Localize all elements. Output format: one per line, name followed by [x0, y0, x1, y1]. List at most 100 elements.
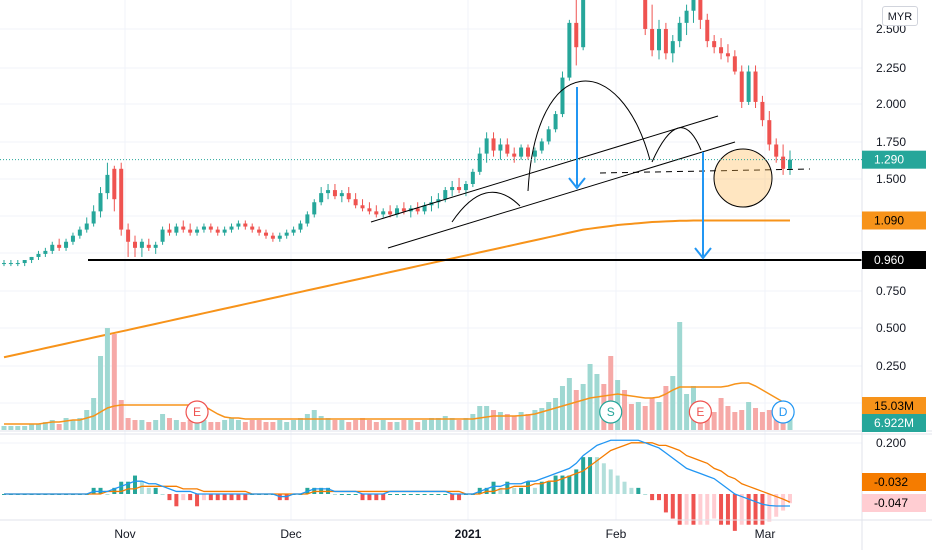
macd-histogram-bar	[360, 494, 365, 501]
volume-bar	[29, 424, 35, 430]
volume-value-label-bg	[862, 397, 926, 415]
candle-body	[643, 0, 648, 29]
volume-bar	[125, 418, 131, 430]
candle-body	[332, 190, 337, 197]
candle-body	[663, 28, 668, 54]
volume-bar	[594, 374, 600, 430]
candle-body	[57, 244, 62, 248]
candle-body	[346, 193, 351, 200]
volume-bar	[373, 422, 379, 430]
candle-body	[270, 235, 275, 239]
candle-body	[739, 71, 744, 102]
candle-body	[195, 229, 200, 233]
candle-body	[746, 71, 751, 102]
candle-body	[767, 120, 772, 145]
volume-bar	[587, 364, 593, 430]
macd-histogram-bar	[581, 457, 586, 494]
volume-value-label: 15.03M	[874, 399, 914, 413]
time-axis-tick-label: Nov	[114, 527, 135, 541]
event-marker-circle	[185, 400, 209, 424]
macd-histogram-bar	[594, 457, 599, 494]
volume-bar	[215, 422, 221, 430]
candle-body	[29, 256, 34, 260]
cup-arc	[527, 80, 651, 192]
macd-histogram-bar	[539, 481, 544, 494]
volume-bar	[49, 420, 55, 430]
macd-histogram-bar	[622, 481, 627, 494]
candle-body	[284, 232, 289, 236]
macd-histogram-bar	[532, 487, 537, 494]
price-label-bg	[862, 211, 926, 230]
volume-bar	[635, 402, 641, 430]
candle-body	[174, 226, 179, 233]
macd-histogram-bar	[588, 457, 593, 494]
candle-body	[539, 141, 544, 151]
candle-body	[705, 19, 710, 42]
candle-body	[22, 260, 27, 264]
volume-bar	[449, 418, 455, 430]
macd-histogram-bar	[774, 494, 779, 517]
candle-body	[436, 199, 441, 203]
candle-body	[691, 0, 696, 11]
candle-body	[781, 156, 786, 169]
volume-bar	[194, 422, 200, 430]
currency-badge[interactable]: MYR	[882, 6, 918, 26]
macd-histogram-bar	[367, 494, 372, 501]
breakout-level-dashed	[599, 168, 811, 174]
candle-body	[8, 263, 13, 265]
macd-line	[4, 439, 790, 507]
macd-histogram-bar	[153, 487, 158, 494]
macd-histogram-bar	[725, 494, 730, 525]
macd-histogram-bar	[353, 494, 358, 495]
candle-body	[463, 184, 468, 191]
volume-bar	[56, 424, 62, 430]
macd-histogram-bar	[636, 487, 641, 494]
volume-bar	[153, 420, 159, 430]
volume-axis-tick-label: 0.500	[876, 321, 906, 335]
pattern-drawing-layer	[88, 80, 862, 261]
macd-histogram-bar	[553, 475, 558, 494]
candle-body	[657, 28, 661, 51]
candle-body	[526, 147, 530, 157]
highlight-circle	[713, 148, 773, 208]
volume-bar	[284, 422, 290, 430]
macd-histogram-bar	[512, 487, 517, 494]
candle-body	[381, 211, 386, 215]
volume-bar	[739, 410, 745, 430]
candle-body	[50, 244, 55, 251]
time-axis-tick-label: Dec	[280, 527, 301, 541]
macd-histogram-bar	[195, 494, 200, 507]
candle-body	[181, 226, 186, 230]
macd-histogram-bar	[401, 494, 406, 495]
volume-bar	[380, 420, 386, 430]
candle-body	[684, 10, 689, 23]
volume-bar	[297, 418, 303, 430]
candle-body	[64, 241, 69, 248]
volume-bar	[91, 398, 97, 430]
macd-value-label: -0.047	[874, 496, 908, 510]
candle-body	[339, 193, 344, 197]
macd-histogram-bar	[788, 494, 792, 504]
candle-body	[360, 205, 365, 209]
volume-bar	[201, 420, 207, 430]
macd-histogram-bar	[229, 494, 234, 501]
macd-histogram-bar	[181, 494, 186, 501]
small-cup-arc	[451, 191, 521, 223]
price-axis-tick-label: 1.750	[876, 135, 906, 149]
volume-bar	[401, 420, 407, 430]
candle-body	[305, 214, 310, 224]
volume-bar	[311, 410, 317, 430]
candle-body	[98, 193, 103, 212]
candle-body	[91, 211, 96, 224]
volume-bar	[263, 422, 269, 430]
macd-histogram-bar	[760, 494, 765, 525]
volume-bar	[746, 402, 752, 430]
price-label: 1.290	[874, 153, 904, 167]
volume-bar	[304, 414, 310, 430]
macd-histogram-bar	[201, 494, 206, 501]
macd-histogram-bar	[146, 487, 151, 494]
price-label: 1.090	[874, 213, 904, 227]
